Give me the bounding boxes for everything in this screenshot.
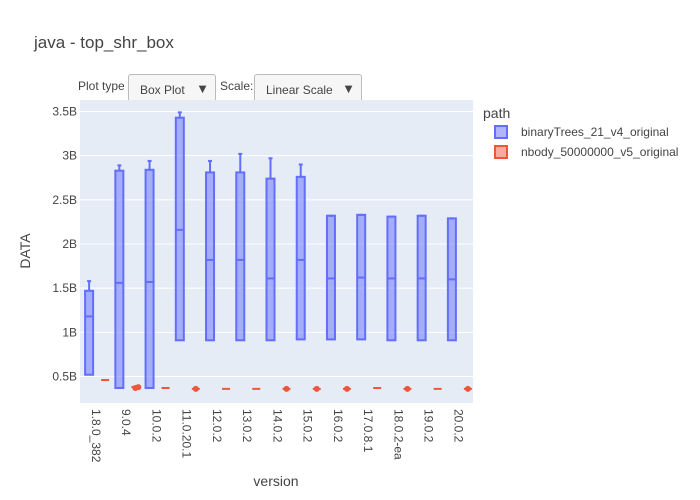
x-tick-label: 14.0.2 <box>270 409 284 443</box>
x-tick-label: 18.0.2-ea <box>391 409 405 460</box>
x-tick-label: 15.0.2 <box>301 409 315 443</box>
x-tick-label: 19.0.2 <box>421 409 435 443</box>
plot-background <box>80 100 473 403</box>
box-binaryTrees_21_v4_original <box>84 280 95 376</box>
legend-label: binaryTrees_21_v4_original <box>521 125 669 139</box>
box-binaryTrees_21_v4_original <box>325 214 336 341</box>
box-binaryTrees_21_v4_original <box>144 159 155 389</box>
y-tick-label: 1.5B <box>52 281 77 295</box>
box <box>84 289 95 376</box>
y-tick-label: 3.5B <box>52 104 77 118</box>
box-nbody_50000000_v5_original <box>131 384 142 391</box>
outlier-point <box>404 385 411 392</box>
scale-label: Scale: <box>220 79 254 93</box>
box-binaryTrees_21_v4_original <box>265 157 276 342</box>
plot-type-label: Plot type <box>78 79 125 93</box>
y-tick-labels: 0.5B 1B 1.5B 2B 2.5B 3B 3.5B <box>52 104 77 383</box>
box <box>144 168 155 389</box>
box-binaryTrees_21_v4_original <box>174 111 185 342</box>
plot-type-value: Box Plot <box>140 83 185 97</box>
outlier-point <box>135 384 142 391</box>
x-tick-label: 11.0.20.1 <box>180 409 194 458</box>
x-tick-label: 9.0.4 <box>119 409 133 436</box>
box-nbody_50000000_v5_original <box>282 385 291 392</box>
box-nbody_50000000_v5_original <box>403 385 412 392</box>
box-nbody_50000000_v5_original <box>191 385 200 392</box>
outlier-point <box>464 385 471 392</box>
box-binaryTrees_21_v4_original <box>446 217 457 342</box>
outlier-point <box>313 385 320 392</box>
x-tick-label: 1.8.0_382 <box>89 409 103 463</box>
box-binaryTrees_21_v4_original <box>235 152 246 342</box>
legend-label: nbody_50000000_v5_original <box>521 145 678 159</box>
plot-type-dropdown[interactable]: Box Plot ▼ <box>128 74 216 105</box>
x-tick-label: 17.0.8.1 <box>361 409 375 453</box>
box-nbody_50000000_v5_original <box>342 385 351 392</box>
outlier-point <box>283 385 290 392</box>
y-tick-label: 0.5B <box>52 369 77 383</box>
box <box>295 175 306 341</box>
chevron-down-icon: ▼ <box>342 81 355 96</box>
box-binaryTrees_21_v4_original <box>295 163 306 341</box>
box <box>114 169 125 389</box>
x-tick-label: 12.0.2 <box>210 409 224 443</box>
outlier-point <box>192 385 199 392</box>
outlier-point <box>343 385 350 392</box>
legend-swatch <box>494 145 508 159</box>
box-binaryTrees_21_v4_original <box>356 213 367 341</box>
box-nbody_50000000_v5_original <box>463 385 472 392</box>
x-axis-title: version <box>253 473 298 489</box>
scale-value: Linear Scale <box>266 83 333 97</box>
box-nbody_50000000_v5_original <box>312 385 321 392</box>
y-tick-label: 1B <box>62 325 77 339</box>
x-tick-label: 16.0.2 <box>331 409 345 443</box>
legend-swatch <box>494 125 508 139</box>
y-axis-title: DATA <box>17 233 33 269</box>
box <box>235 171 246 342</box>
box-binaryTrees_21_v4_original <box>386 215 397 342</box>
box-binaryTrees_21_v4_original <box>114 164 125 389</box>
chart-title: java - top_shr_box <box>34 33 174 52</box>
legend-title: path <box>483 105 510 121</box>
box <box>205 171 216 342</box>
box-binaryTrees_21_v4_original <box>416 214 427 342</box>
y-tick-label: 3B <box>62 149 77 163</box>
y-tick-label: 2B <box>62 237 77 251</box>
box-series <box>84 111 472 392</box>
x-tick-label: 13.0.2 <box>240 409 254 443</box>
x-tick-label: 20.0.2 <box>452 409 466 443</box>
box <box>265 177 276 342</box>
legend: path binaryTrees_21_v4_original nbody_500… <box>483 105 678 159</box>
y-tick-label: 2.5B <box>52 193 77 207</box>
x-tick-label: 10.0.2 <box>149 409 163 443</box>
box-binaryTrees_21_v4_original <box>205 159 216 342</box>
chevron-down-icon: ▼ <box>196 81 209 96</box>
x-tick-labels: 1.8.0_382 9.0.4 10.0.2 11.0.20.1 12.0.2 13.0.… <box>89 409 466 463</box>
